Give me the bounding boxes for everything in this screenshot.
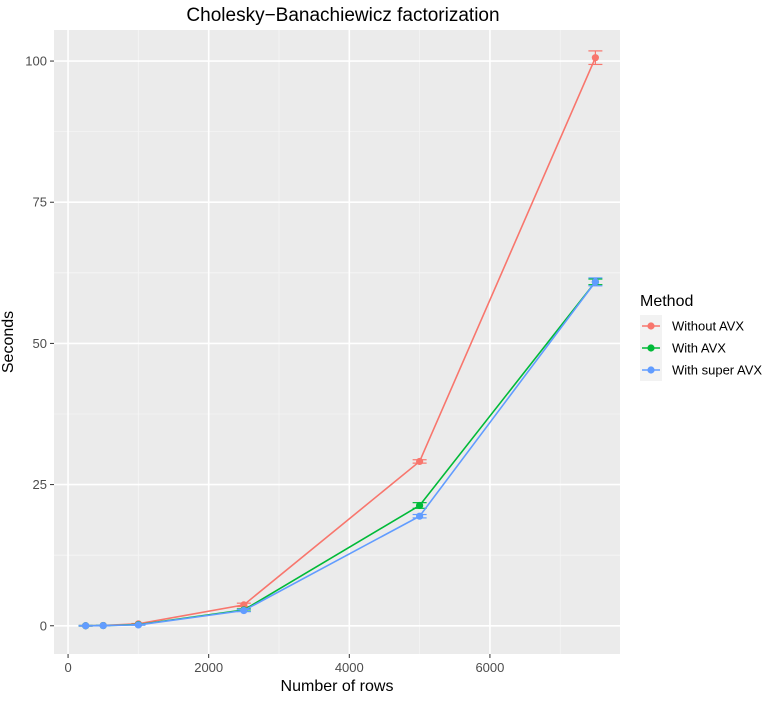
data-point <box>416 512 424 520</box>
minor-gridlines <box>54 30 620 654</box>
legend-key <box>640 315 662 337</box>
data-point <box>416 457 424 466</box>
data-point <box>416 501 424 510</box>
legend: Method Without AVX With AVX With super AVX <box>640 293 762 381</box>
plot-panel <box>54 30 620 654</box>
chart-title: Cholesky−Banachiewicz factorization <box>186 5 499 26</box>
legend-key-point <box>647 322 655 330</box>
x-tick-label: 4000 <box>335 660 364 675</box>
y-tick-label: 50 <box>33 336 47 351</box>
series-with-super-avx <box>78 277 603 630</box>
x-tick-label: 2000 <box>194 660 223 675</box>
data-point <box>240 601 248 609</box>
y-tick-label: 0 <box>40 618 47 633</box>
axis-layer: 0 2000 4000 6000 0 25 50 75 100 <box>25 54 504 675</box>
data-point <box>591 54 599 62</box>
data-point <box>591 278 599 286</box>
legend-label: With super AVX <box>672 363 762 378</box>
legend-key-point <box>647 344 655 352</box>
legend-key <box>640 359 662 381</box>
y-tick-label: 100 <box>25 54 47 69</box>
y-axis-title: Seconds <box>0 311 17 373</box>
legend-label: With AVX <box>672 341 726 356</box>
y-tick-label: 75 <box>33 195 47 210</box>
major-gridlines <box>54 30 620 654</box>
x-tick-label: 6000 <box>475 660 504 675</box>
data-point <box>134 621 142 629</box>
legend-title: Method <box>640 293 693 310</box>
x-tick-label: 0 <box>64 660 71 675</box>
series-layer <box>78 50 603 630</box>
legend-key <box>640 337 662 359</box>
data-point <box>240 606 248 615</box>
legend-key-point <box>647 366 655 374</box>
data-point <box>99 621 107 630</box>
y-tick-label: 25 <box>33 477 47 492</box>
x-axis-title: Number of rows <box>281 678 394 695</box>
legend-label: Without AVX <box>672 319 744 334</box>
data-point <box>82 622 90 630</box>
